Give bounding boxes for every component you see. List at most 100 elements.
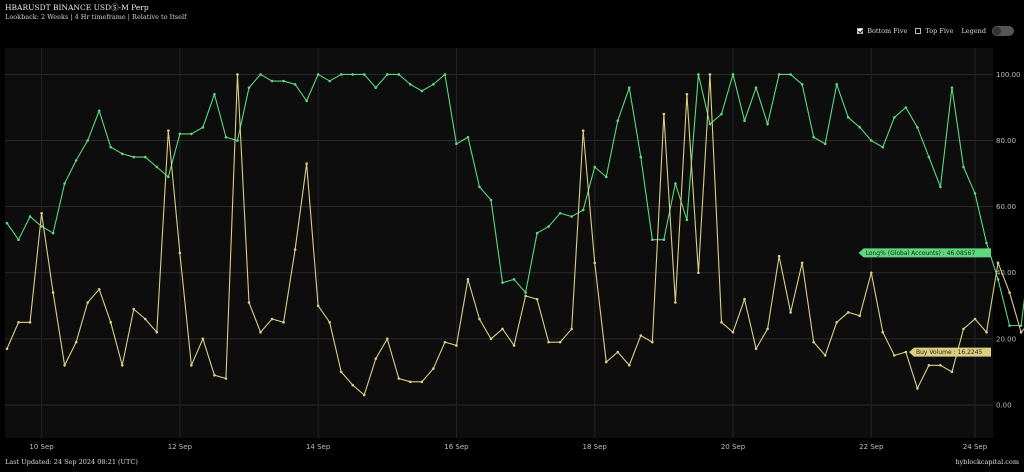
data-point — [120, 152, 124, 156]
data-point — [927, 155, 931, 159]
data-point — [478, 185, 481, 189]
tag-background — [909, 347, 991, 357]
data-point — [86, 139, 89, 142]
data-point — [213, 373, 216, 377]
data-point — [616, 350, 620, 354]
data-point — [627, 363, 631, 367]
data-point — [812, 135, 815, 139]
data-point — [731, 73, 735, 76]
data-point — [455, 344, 458, 347]
data-point — [247, 86, 251, 89]
data-point — [63, 363, 66, 367]
data-point — [466, 278, 470, 281]
data-point — [766, 327, 769, 331]
data-point — [558, 340, 562, 344]
data-point — [581, 208, 585, 212]
data-point — [397, 377, 401, 380]
data-point — [270, 79, 274, 83]
data-point — [743, 297, 746, 301]
data-point — [74, 159, 78, 162]
data-point — [97, 109, 101, 113]
data-point — [651, 238, 654, 241]
series-long-percent — [5, 72, 1024, 327]
chart-controls: Bottom Five Top Five Legend — [849, 26, 1014, 36]
data-point — [708, 73, 712, 76]
data-point — [1019, 324, 1023, 327]
data-point — [777, 73, 781, 76]
data-point — [143, 317, 147, 321]
data-point — [558, 211, 562, 215]
data-point — [846, 116, 850, 119]
data-point — [213, 92, 216, 96]
data-point — [351, 73, 355, 76]
data-point — [996, 261, 1000, 265]
data-point — [489, 337, 493, 341]
data-point — [155, 330, 159, 334]
data-point — [593, 261, 597, 265]
data-point — [201, 337, 205, 341]
bottom-five-label: Bottom Five — [867, 27, 908, 35]
data-point — [754, 347, 758, 351]
data-point — [754, 86, 758, 89]
bottom-five-toggle[interactable]: Bottom Five — [857, 27, 907, 35]
data-point — [985, 330, 988, 334]
checkbox-unchecked-icon[interactable] — [915, 28, 922, 34]
tag-label: Long% (Global Accounts) : 46.08567 — [866, 250, 976, 257]
data-point — [397, 73, 401, 76]
data-point — [893, 116, 896, 119]
data-point — [28, 215, 32, 218]
data-point — [593, 165, 597, 169]
data-point — [950, 86, 954, 89]
data-point — [581, 129, 585, 132]
data-point — [167, 175, 170, 179]
data-point — [720, 112, 723, 116]
data-point — [777, 254, 781, 258]
top-five-label: Top Five — [925, 27, 954, 35]
data-point — [662, 112, 666, 116]
data-point — [236, 73, 239, 76]
data-point — [385, 337, 389, 341]
series-buy-volume — [5, 73, 1024, 397]
data-point — [869, 139, 873, 142]
data-point — [155, 165, 159, 169]
data-point — [51, 291, 55, 294]
legend-control[interactable]: Legend — [961, 26, 1014, 36]
data-point — [328, 321, 331, 324]
data-point — [316, 73, 320, 76]
data-point — [846, 311, 850, 314]
series-layer — [5, 72, 1024, 397]
data-point — [362, 73, 366, 76]
data-point — [639, 334, 643, 337]
data-point — [178, 132, 182, 136]
data-point — [904, 106, 908, 109]
data-point — [720, 321, 723, 324]
checkbox-checked-icon[interactable] — [857, 28, 864, 34]
top-five-toggle[interactable]: Top Five — [915, 27, 953, 35]
data-point — [374, 357, 378, 360]
value-tags: Long% (Global Accounts) : 46.08567 Buy Vo… — [858, 248, 991, 357]
x-tick-label: 14 Sep — [306, 443, 331, 451]
data-point — [224, 377, 228, 380]
legend-switch[interactable] — [992, 26, 1014, 36]
data-point — [604, 360, 608, 364]
data-point — [305, 162, 308, 165]
data-point — [443, 340, 447, 344]
data-point — [985, 241, 988, 245]
data-point — [385, 73, 389, 76]
data-point — [478, 317, 481, 321]
x-tick-label: 18 Sep — [583, 443, 608, 451]
data-point — [201, 126, 205, 129]
data-point — [270, 317, 274, 321]
data-point — [881, 145, 885, 149]
data-point — [28, 321, 32, 324]
data-point — [236, 139, 239, 142]
data-point — [927, 363, 931, 367]
long-percent-value-tag: Long% (Global Accounts) : 46.08567 — [858, 248, 991, 258]
x-tick-label: 10 Sep — [29, 443, 54, 451]
data-point — [858, 314, 862, 318]
data-point — [362, 393, 366, 397]
data-point — [316, 304, 320, 308]
data-point — [800, 261, 804, 265]
data-point — [86, 301, 89, 304]
data-point — [40, 211, 43, 215]
